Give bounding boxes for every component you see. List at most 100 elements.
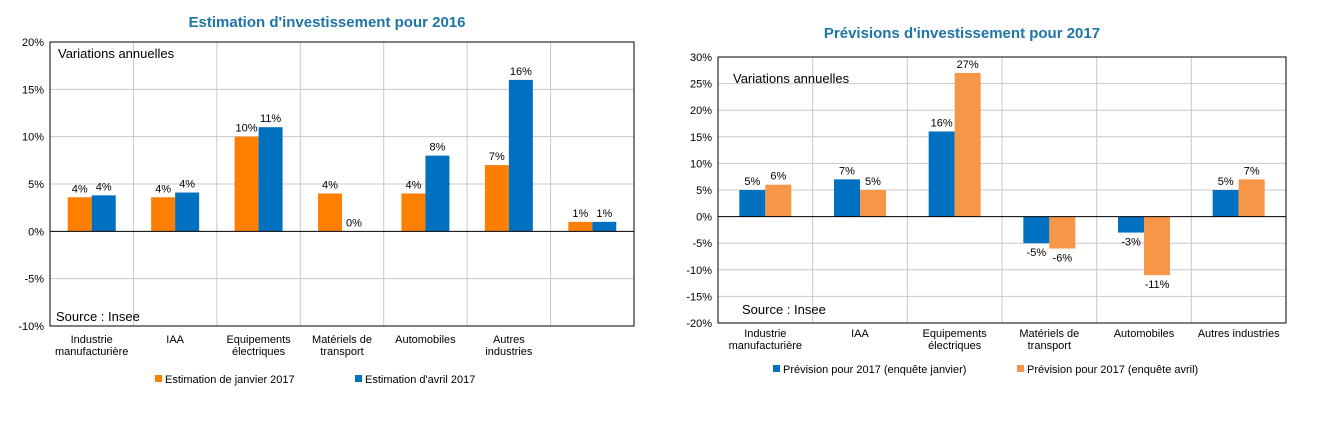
legend-swatch bbox=[1017, 365, 1024, 372]
legend-label: Prévision pour 2017 (enquête avril) bbox=[1027, 364, 1198, 376]
data-label: 1% bbox=[596, 208, 612, 220]
chart-title: Estimation d'investissement pour 2016 bbox=[189, 14, 466, 31]
category-label: IAA bbox=[851, 328, 869, 340]
source-note: Source : Insee bbox=[742, 302, 826, 317]
bar bbox=[484, 165, 509, 232]
chart-title: Prévisions d'investissement pour 2017 bbox=[824, 25, 1100, 42]
data-label: 8% bbox=[429, 142, 445, 154]
bar bbox=[1023, 216, 1050, 244]
category-label: Industrie bbox=[71, 334, 113, 346]
bar bbox=[1118, 216, 1144, 233]
category-label: transport bbox=[1028, 340, 1071, 352]
category-label: Equipements bbox=[923, 328, 988, 340]
bar bbox=[834, 179, 860, 217]
bar bbox=[508, 79, 533, 232]
data-label: 5% bbox=[744, 176, 760, 188]
data-label: 4% bbox=[72, 183, 88, 195]
bar bbox=[425, 155, 450, 232]
bar bbox=[568, 221, 593, 232]
bar bbox=[234, 136, 259, 232]
y-tick-label: 15% bbox=[22, 84, 44, 96]
legend-label: Estimation de janvier 2017 bbox=[165, 374, 295, 386]
y-tick-label: 0% bbox=[696, 212, 712, 224]
data-label: 5% bbox=[1218, 176, 1234, 188]
data-label: 16% bbox=[510, 66, 532, 78]
category-label: électriques bbox=[928, 340, 982, 352]
subtitle: Variations annuelles bbox=[58, 46, 175, 61]
data-label: 4% bbox=[322, 179, 338, 191]
bar bbox=[401, 193, 426, 232]
legend-label: Prévision pour 2017 (enquête janvier) bbox=[783, 364, 966, 376]
y-tick-label: 10% bbox=[690, 158, 712, 170]
data-label: 7% bbox=[1244, 165, 1260, 177]
data-label: 0% bbox=[346, 217, 362, 229]
y-tick-label: 5% bbox=[28, 179, 44, 191]
bar bbox=[765, 184, 792, 217]
legend-swatch bbox=[773, 365, 780, 372]
category-label: manufacturière bbox=[55, 346, 128, 358]
data-label: 10% bbox=[236, 123, 258, 135]
y-tick-label: -5% bbox=[692, 238, 712, 250]
bar bbox=[860, 190, 886, 217]
bar bbox=[175, 192, 200, 232]
y-tick-label: -15% bbox=[686, 291, 712, 303]
y-tick-label: -20% bbox=[686, 318, 712, 330]
plot-border bbox=[717, 56, 1287, 324]
y-tick-label: 30% bbox=[690, 52, 712, 64]
category-label: industries bbox=[485, 346, 533, 358]
category-label: transport bbox=[320, 346, 363, 358]
y-tick-label: 25% bbox=[690, 79, 712, 91]
y-tick-label: 0% bbox=[28, 226, 44, 238]
bar bbox=[91, 195, 116, 232]
chart-2: Prévisions d'investissement pour 2017 -20… bbox=[686, 25, 1287, 376]
y-tick-label: 20% bbox=[690, 105, 712, 117]
data-label: 7% bbox=[839, 165, 855, 177]
category-label: manufacturière bbox=[729, 340, 802, 352]
data-label: 1% bbox=[572, 208, 588, 220]
bar bbox=[1212, 190, 1239, 217]
category-label: Matériels de bbox=[312, 334, 372, 346]
bar bbox=[67, 197, 92, 232]
category-label: IAA bbox=[166, 334, 184, 346]
data-label: 5% bbox=[865, 176, 881, 188]
y-tick-label: -5% bbox=[24, 274, 44, 286]
bar bbox=[318, 193, 342, 232]
data-label: -11% bbox=[1145, 279, 1170, 291]
category-label: électriques bbox=[232, 346, 286, 358]
y-tick-label: 20% bbox=[22, 37, 44, 49]
bar bbox=[1144, 216, 1170, 276]
bar bbox=[258, 127, 283, 232]
data-label: -3% bbox=[1121, 237, 1141, 249]
bar bbox=[1049, 216, 1076, 249]
legend-swatch bbox=[155, 375, 162, 382]
y-tick-label: -10% bbox=[18, 321, 44, 333]
chart-1: Estimation d'investissement pour 2016 -10… bbox=[18, 14, 635, 386]
bar bbox=[739, 190, 766, 217]
data-label: 7% bbox=[489, 151, 505, 163]
data-label: 27% bbox=[957, 59, 979, 71]
y-tick-label: 15% bbox=[690, 132, 712, 144]
plot-border bbox=[49, 41, 635, 327]
bar bbox=[592, 221, 617, 232]
bar bbox=[151, 197, 176, 232]
data-label: -5% bbox=[1027, 247, 1047, 259]
data-label: 16% bbox=[931, 117, 953, 129]
legend-label: Estimation d'avril 2017 bbox=[365, 374, 475, 386]
category-label: Industrie bbox=[744, 328, 786, 340]
data-label: 6% bbox=[770, 171, 786, 183]
bar bbox=[954, 72, 981, 217]
legend-swatch bbox=[355, 375, 362, 382]
category-label: Automobiles bbox=[1114, 328, 1175, 340]
data-label: 4% bbox=[155, 183, 171, 195]
data-label: 4% bbox=[405, 179, 421, 191]
y-tick-label: 5% bbox=[696, 185, 712, 197]
source-note: Source : Insee bbox=[56, 309, 140, 324]
y-tick-label: 10% bbox=[22, 132, 44, 144]
data-label: 4% bbox=[96, 181, 112, 193]
data-label: 4% bbox=[179, 179, 195, 191]
data-label: -6% bbox=[1053, 253, 1073, 265]
category-label: Autres industries bbox=[1198, 328, 1280, 340]
category-label: Matériels de bbox=[1019, 328, 1079, 340]
category-label: Automobiles bbox=[395, 334, 456, 346]
